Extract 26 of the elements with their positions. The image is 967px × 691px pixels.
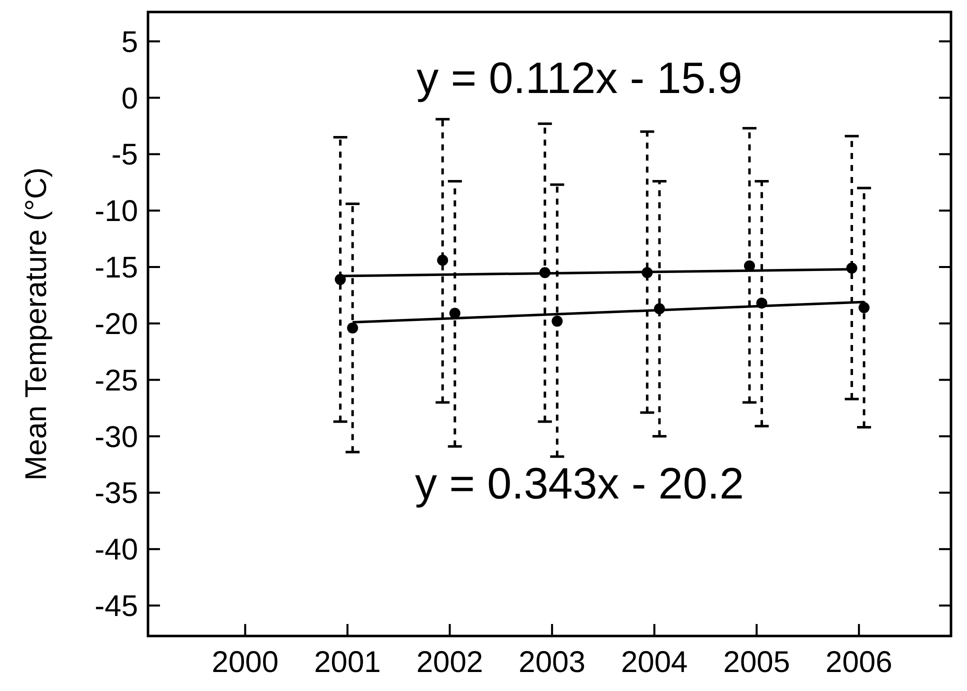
y-tick-label: 0 xyxy=(121,82,138,116)
x-tick-label: 2001 xyxy=(314,646,381,679)
point xyxy=(437,254,448,266)
y-tick-label: -40 xyxy=(94,534,138,567)
point xyxy=(552,316,563,327)
y-tick-label: -15 xyxy=(94,252,138,285)
y-axis-title: Mean Temperature (°C) xyxy=(20,167,53,481)
y-tick-label: 5 xyxy=(121,26,138,59)
x-tick-label: 2003 xyxy=(518,646,586,679)
y-tick-label: -5 xyxy=(111,138,138,172)
x-tick-label: 2004 xyxy=(620,646,688,679)
y-tick-label: -10 xyxy=(94,195,138,228)
y-tick-label: -30 xyxy=(94,420,138,454)
y-tick-label: -20 xyxy=(94,308,138,341)
x-tick-label: 2006 xyxy=(826,646,892,679)
point xyxy=(347,322,358,334)
x-tick-label: 2000 xyxy=(212,646,279,679)
y-tick-label: -25 xyxy=(94,364,138,398)
y-tick-label: -35 xyxy=(94,477,138,510)
annotation: y = 0.343x - 20.2 xyxy=(415,460,744,509)
x-tick-label: 2005 xyxy=(723,646,790,679)
y-tick-label: -45 xyxy=(94,590,138,624)
x-tick-label: 2002 xyxy=(416,646,484,679)
point xyxy=(858,302,870,314)
annotation: y = 0.112x - 15.9 xyxy=(416,54,742,104)
point xyxy=(449,308,460,319)
